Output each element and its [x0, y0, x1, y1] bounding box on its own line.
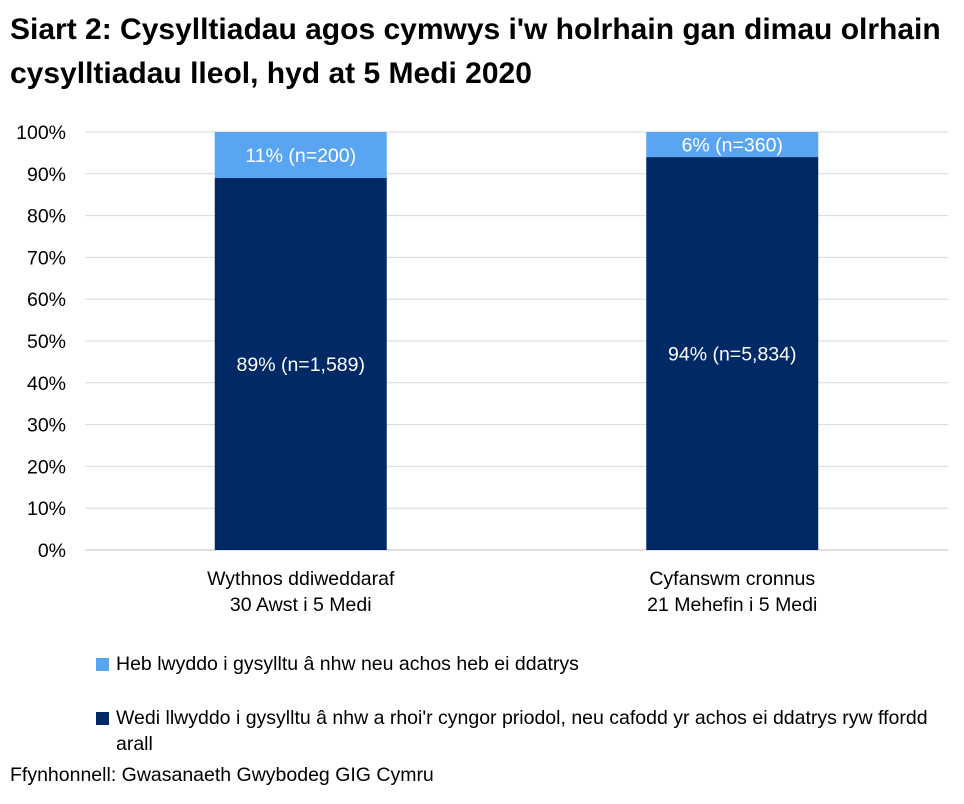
bar-segment [646, 132, 819, 158]
y-tick-label: 10% [27, 498, 66, 520]
legend-label-not-reached: Heb lwyddo i gysylltu â nhw neu achos he… [116, 653, 579, 675]
legend-item-not-reached: Heb lwyddo i gysylltu â nhw neu achos he… [96, 651, 936, 677]
y-tick-label: 40% [27, 373, 66, 395]
source-note: Ffynhonnell: Gwasanaeth Gwybodeg GIG Cym… [10, 764, 434, 786]
y-tick-label: 30% [27, 415, 66, 437]
legend-item-reached: Wedi llwyddo i gysylltu â nhw a rhoi'r c… [96, 705, 936, 757]
y-tick-label: 60% [27, 289, 66, 311]
data-label: 94% (n=5,834) [668, 344, 796, 366]
legend-swatch-reached [96, 712, 109, 725]
y-axis: 0% 10% 20% 30% 40% 50% 60% 70% 80% 90% 100% [16, 122, 66, 562]
x-tick-label: Cyfanswm cronnus [649, 568, 815, 590]
y-tick-label: 90% [27, 164, 66, 186]
legend-label-reached: Wedi llwyddo i gysylltu â nhw a rhoi'r c… [116, 707, 928, 755]
data-label: 11% (n=200) [245, 145, 356, 167]
gridlines [85, 131, 948, 551]
x-tick-label: 21 Mehefin i 5 Medi [647, 594, 817, 616]
y-tick-label: 20% [27, 456, 66, 478]
bar-segment [214, 132, 387, 178]
bar-segment [646, 157, 819, 550]
legend-swatch-not-reached [96, 658, 109, 671]
y-tick-label: 0% [38, 540, 66, 562]
y-tick-label: 100% [16, 122, 66, 144]
chart-title: Siart 2: Cysylltiadau agos cymwys i'w ho… [10, 13, 941, 90]
stacked-bar-chart: 0% 10% 20% 30% 40% 50% 60% 70% 80% 90% 100% 89% (n… [16, 122, 948, 616]
y-tick-label: 70% [27, 247, 66, 269]
y-tick-label: 50% [27, 331, 66, 353]
x-tick-label: 30 Awst i 5 Medi [230, 594, 372, 616]
bar-segment [214, 177, 387, 551]
y-tick-label: 80% [27, 206, 66, 228]
x-tick-label: Wythnos ddiweddaraf [207, 568, 395, 590]
x-axis: Wythnos ddiweddaraf 30 Awst i 5 Medi Cyfan… [207, 568, 817, 616]
bars: 89% (n=1,589) 11% (n=200) 94% (n=5,834) 6% … [214, 132, 819, 551]
data-label: 89% (n=1,589) [237, 354, 365, 376]
data-label: 6% (n=360) [682, 135, 783, 157]
